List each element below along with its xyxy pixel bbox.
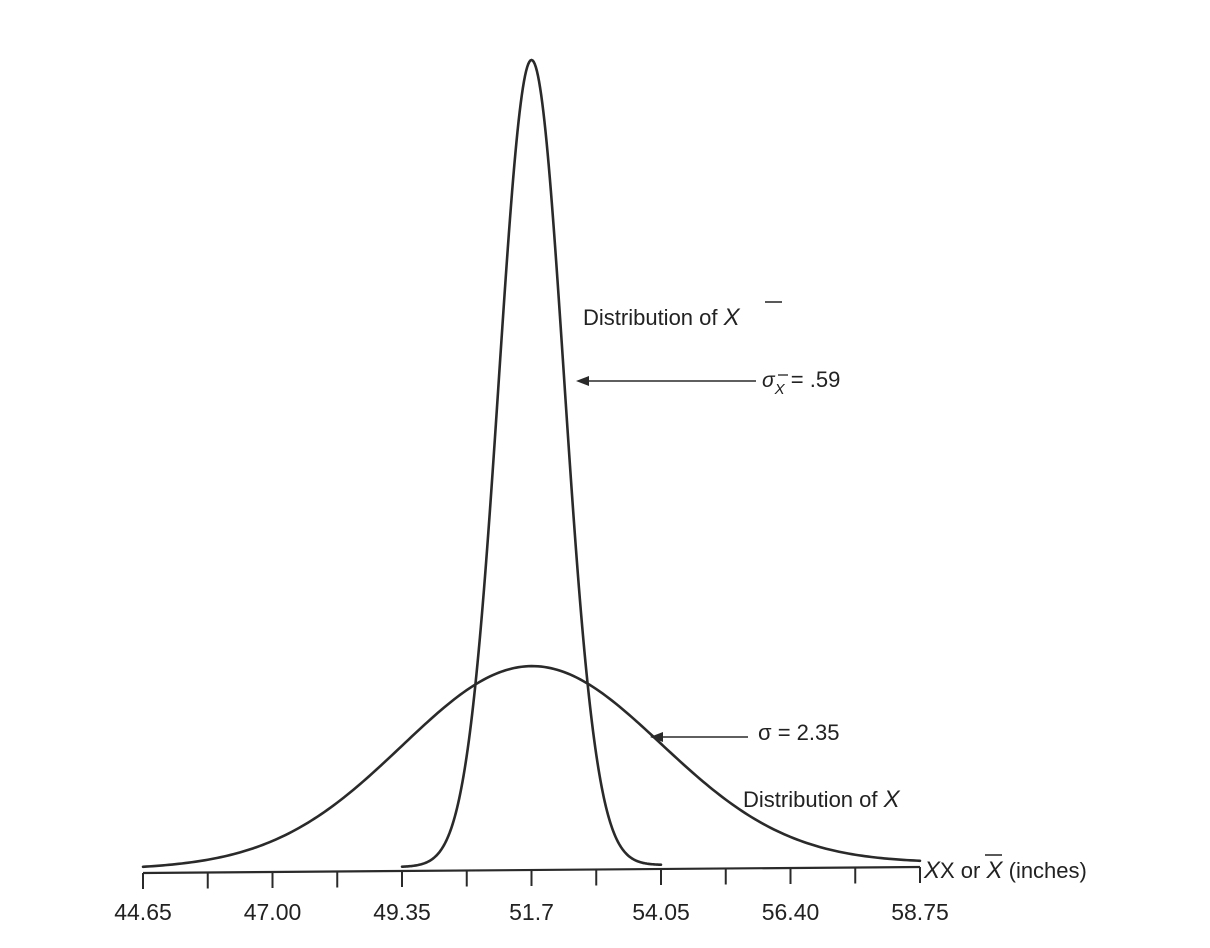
x-axis-title-suffix: (inches) <box>1003 858 1087 883</box>
curve-distribution-of-x <box>141 664 922 869</box>
x-tick-label: 44.65 <box>114 899 172 925</box>
svg-text:XX or X (inches): XX or X (inches) <box>923 857 1087 884</box>
annotation-distribution-of-xbar: Distribution of X <box>583 301 782 331</box>
curve-distribution-of-xbar <box>400 58 663 869</box>
x-axis-title-xbar: X <box>985 857 1003 884</box>
arrowhead-icon <box>576 376 589 386</box>
x-tick-label: 49.35 <box>373 899 431 925</box>
x-axis-title: XX or X (inches) <box>923 854 1087 884</box>
x-axis-tick-labels: 44.65 47.00 49.35 51.7 54.05 56.40 58.75 <box>114 899 949 925</box>
arrowhead-icon <box>650 732 663 742</box>
annotation-sigma: σ = 2.35 <box>650 720 839 745</box>
svg-text:Distribution of X: Distribution of X <box>583 304 741 331</box>
svg-text:σX = .59: σX = .59 <box>762 367 840 398</box>
annotation-sigma-xbar: σX = .59 <box>576 367 840 398</box>
x-tick-label: 47.00 <box>244 899 302 925</box>
annotation-distribution-of-x: Distribution of X <box>743 786 901 813</box>
svg-text:σ = 2.35: σ = 2.35 <box>758 720 839 745</box>
svg-text:Distribution of X: Distribution of X <box>743 786 901 813</box>
x-tick-label: 58.75 <box>891 899 949 925</box>
x-axis-title-prefix: X or <box>940 858 986 883</box>
x-tick-label: 51.7 <box>509 899 554 925</box>
x-tick-label: 54.05 <box>632 899 690 925</box>
x-tick-label: 56.40 <box>762 899 820 925</box>
x-axis-ticks <box>142 867 921 889</box>
